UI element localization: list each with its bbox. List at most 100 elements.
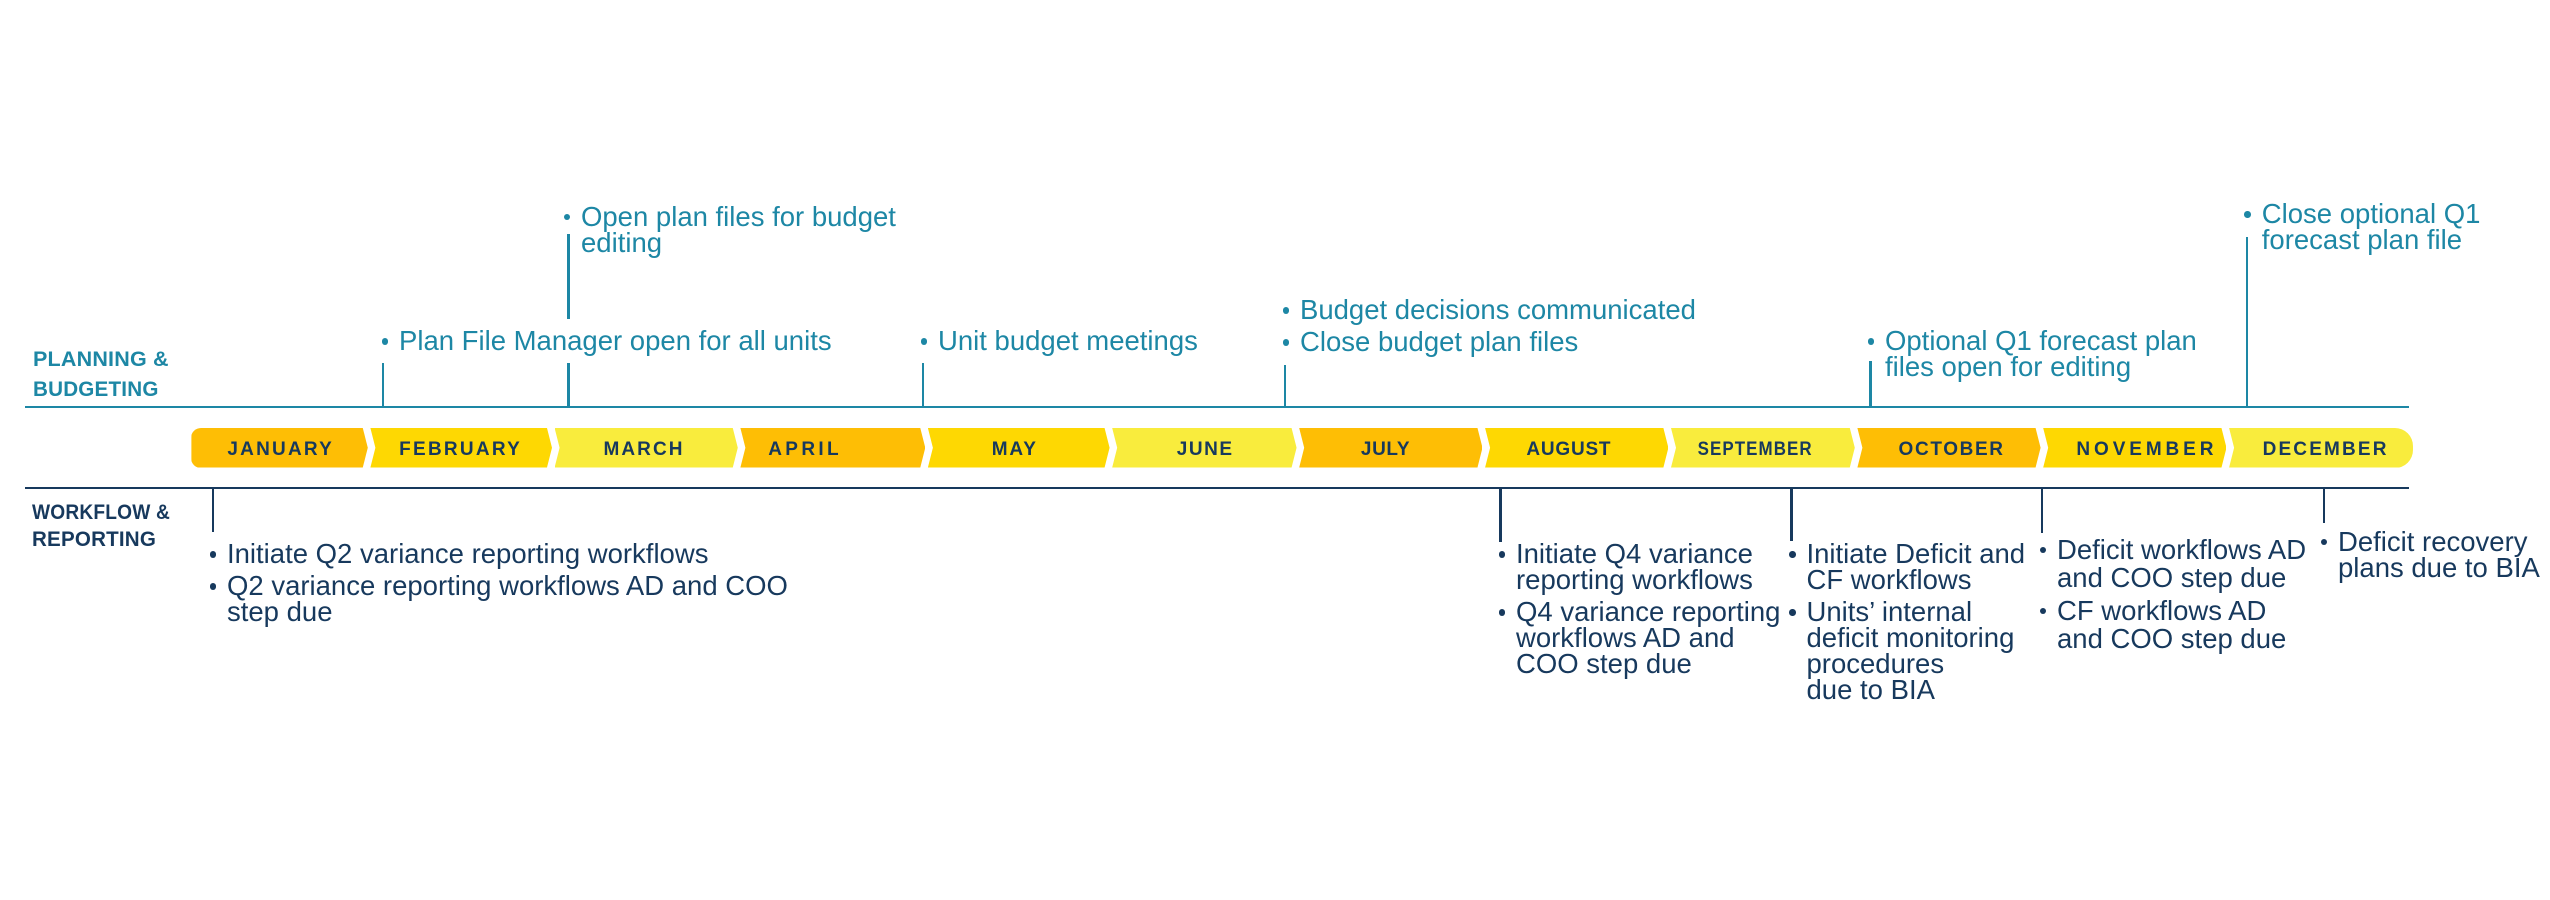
bullet-icon xyxy=(1789,609,1796,616)
lane-label-line: REPORTING xyxy=(32,527,157,552)
month-label: DECEMBER xyxy=(2262,438,2389,460)
month-label: AUGUST xyxy=(1526,438,1612,460)
month-label: APRIL xyxy=(768,438,842,460)
event-line: COO step due xyxy=(1516,648,1692,680)
bullet-icon xyxy=(563,213,570,221)
bullet-icon xyxy=(1789,551,1796,558)
month-chevron-december: DECEMBER xyxy=(2229,428,2413,468)
bullet-icon xyxy=(381,338,388,345)
bullet-icon xyxy=(2039,546,2046,554)
planning-event-july: Budget decisions communicated Close budg… xyxy=(1282,294,1696,358)
month-label: SEPTEMBER xyxy=(1697,438,1814,460)
event-line: Unit budget meetings xyxy=(938,325,1198,357)
event-line: and COO step due xyxy=(2057,561,2287,593)
event-line: editing xyxy=(581,226,663,258)
tick-september xyxy=(1790,487,1793,541)
event-line: Plan File Manager open for all units xyxy=(399,325,832,357)
tick-february xyxy=(381,362,385,408)
event-item: Close budget plan files xyxy=(1282,326,1696,358)
month-label: FEBRUARY xyxy=(399,438,523,460)
planning-budgeting-lane-label: PLANNING & BUDGETING xyxy=(33,345,169,405)
month-label: JULY xyxy=(1360,438,1411,460)
event-line: files open for editing xyxy=(1885,351,2132,383)
workflow-event-november: Deficit workflows AD and COO step due CF… xyxy=(2039,534,2307,654)
event-item: Optional Q1 forecast plan files open for… xyxy=(1867,327,2197,383)
event-line: Initiate Deficit and xyxy=(1806,538,2026,570)
month-label: MARCH xyxy=(603,438,685,460)
event-item: Close optional Q1 forecast plan file xyxy=(2244,200,2480,256)
planning-event-december: Close optional Q1 forecast plan file xyxy=(2244,200,2480,256)
bullet-icon xyxy=(1498,609,1505,616)
event-line: reporting workflows xyxy=(1516,564,1753,596)
bullet-icon xyxy=(209,551,216,558)
bullet-icon xyxy=(1282,339,1289,346)
tick-march-lower xyxy=(567,362,570,408)
event-line: Initiate Q4 variance xyxy=(1516,538,1753,570)
event-line: Close budget plan files xyxy=(1300,326,1579,358)
planning-event-october: Optional Q1 forecast plan files open for… xyxy=(1867,327,2197,383)
event-item: Units’ internal deficit monitoring proce… xyxy=(1789,596,2026,706)
tick-july xyxy=(1283,365,1287,408)
tick-december-workflow xyxy=(2322,487,2326,523)
event-item: CF workflows AD and COO step due xyxy=(2039,595,2306,654)
bullet-icon xyxy=(2320,538,2327,546)
tick-august xyxy=(1499,487,1502,542)
event-item: Open plan files for budget editing xyxy=(563,200,896,258)
month-chevron-april: APRIL xyxy=(740,428,925,468)
event-line: CF workflows xyxy=(1806,564,1972,596)
workflow-axis-line xyxy=(25,486,2409,489)
month-chevron-february: FEBRUARY xyxy=(370,428,552,468)
event-line: forecast plan file xyxy=(2261,224,2463,256)
month-chevron-july: JULY xyxy=(1299,428,1482,468)
event-line: CF workflows AD xyxy=(2057,595,2267,627)
month-chevron-september: SEPTEMBER xyxy=(1671,428,1855,468)
event-item: Deficit workflows AD and COO step due xyxy=(2039,534,2307,593)
bullet-icon xyxy=(2244,211,2251,218)
event-line: deficit monitoring xyxy=(1806,622,2015,654)
event-item: Plan File Manager open for all units xyxy=(381,325,832,357)
event-line: and COO step due xyxy=(2057,622,2287,654)
lane-label-line: WORKFLOW & xyxy=(32,499,170,524)
month-chevron-march: MARCH xyxy=(555,428,738,468)
event-line: Units’ internal xyxy=(1806,596,1973,628)
event-line: Initiate Q2 variance reporting workflows xyxy=(227,538,709,570)
month-chevron-january: JANUARY xyxy=(191,428,367,468)
bullet-icon xyxy=(209,583,216,590)
event-item: Initiate Q2 variance reporting workflows xyxy=(209,538,788,570)
workflow-reporting-lane-label: WORKFLOW & REPORTING xyxy=(32,499,187,554)
lane-label-line: BUDGETING xyxy=(33,377,159,402)
bullet-icon xyxy=(1867,338,1874,345)
event-item: Initiate Deficit and CF workflows xyxy=(1789,538,2026,596)
event-line: procedures xyxy=(1806,648,1945,680)
workflow-event-september: Initiate Deficit and CF workflows Units’… xyxy=(1789,538,2026,706)
month-label: MAY xyxy=(991,438,1038,460)
month-chevron-october: OCTOBER xyxy=(1857,428,2040,468)
month-label: NOVEMBER xyxy=(2076,438,2218,460)
workflow-event-january: Initiate Q2 variance reporting workflows… xyxy=(209,538,788,625)
bullet-icon xyxy=(1282,307,1289,314)
tick-november xyxy=(2040,487,2043,533)
event-line: Budget decisions communicated xyxy=(1300,294,1696,326)
planning-axis-line xyxy=(25,406,2409,409)
event-line: Deficit workflows AD xyxy=(2057,534,2307,566)
event-line: workflows AD and xyxy=(1516,622,1735,654)
month-chevron-august: AUGUST xyxy=(1485,428,1668,468)
planning-event-may: Unit budget meetings xyxy=(920,325,1198,357)
event-line: plans due to BIA xyxy=(2338,551,2540,583)
tick-march-upper xyxy=(567,234,570,319)
month-chevron-november: NOVEMBER xyxy=(2043,428,2226,468)
bullet-icon xyxy=(920,338,927,345)
planning-event-february: Plan File Manager open for all units xyxy=(381,325,832,357)
workflow-event-august: Initiate Q4 variance reporting workflows… xyxy=(1498,538,1780,680)
tick-october xyxy=(1869,361,1872,408)
tick-january xyxy=(211,487,215,532)
event-line: Deficit recovery xyxy=(2338,525,2528,557)
event-item: Q4 variance reporting workflows AD and C… xyxy=(1498,598,1780,680)
event-line: Open plan files for budget xyxy=(581,200,896,232)
month-label: JANUARY xyxy=(227,438,334,460)
event-line: due to BIA xyxy=(1806,674,1935,706)
month-label: JUNE xyxy=(1176,438,1234,460)
planning-event-march: Open plan files for budget editing xyxy=(563,200,896,258)
event-item: Initiate Q4 variance reporting workflows xyxy=(1498,538,1780,596)
month-chevron-may: MAY xyxy=(928,428,1110,468)
